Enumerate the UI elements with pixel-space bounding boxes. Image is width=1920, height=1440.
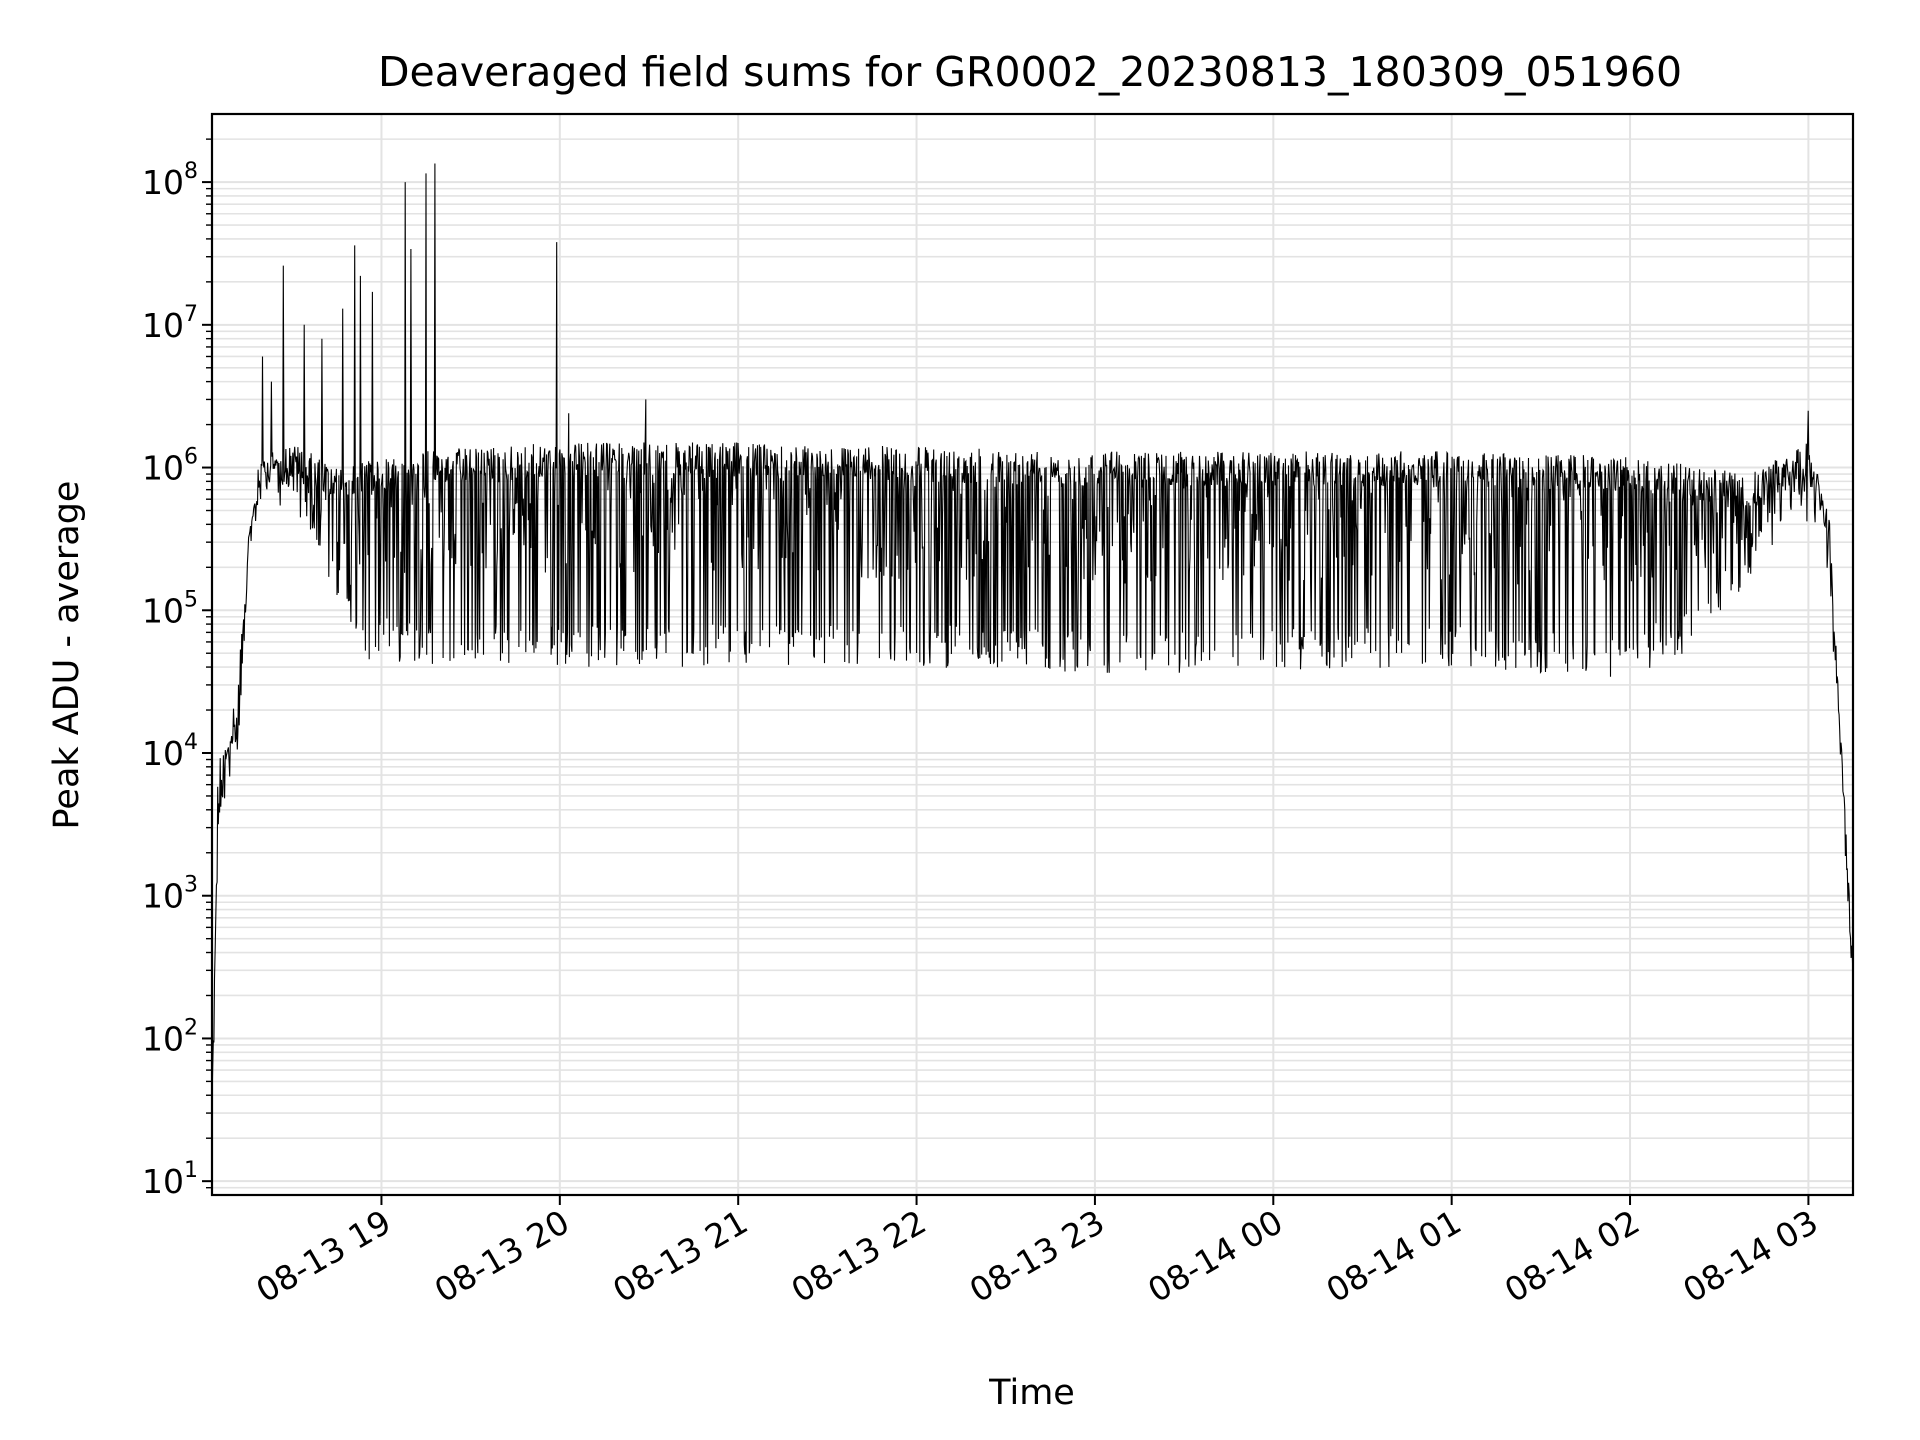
y-tick-label: 108 [142,159,198,202]
x-axis-label: Time [988,1373,1075,1413]
y-tick-exponent: 8 [184,159,198,184]
y-tick-base: 10 [142,1019,184,1058]
y-tick-base: 10 [142,591,184,630]
y-tick-exponent: 1 [184,1158,198,1183]
y-tick-base: 10 [142,1162,184,1201]
y-tick-exponent: 7 [184,302,198,327]
y-tick-base: 10 [142,306,184,345]
y-tick-label: 103 [142,873,198,916]
y-tick-base: 10 [142,449,184,488]
y-tick-label: 106 [142,445,198,488]
y-tick-base: 10 [142,734,184,773]
y-tick-label: 107 [142,302,198,345]
y-tick-label: 105 [142,587,198,630]
series-path [211,163,1854,1104]
y-tick-exponent: 3 [184,873,198,898]
y-tick-base: 10 [142,163,184,202]
y-tick-base: 10 [142,877,184,916]
y-tick-exponent: 2 [184,1015,198,1040]
grid-lines [212,114,1853,1195]
y-tick-exponent: 5 [184,587,198,612]
y-tick-label: 104 [142,730,198,773]
y-tick-exponent: 4 [184,730,198,755]
y-axis-label: Peak ADU - average [47,481,87,830]
y-tick-label: 101 [142,1158,198,1201]
chart-title: Deaveraged field sums for GR0002_2023081… [378,48,1682,96]
y-tick-exponent: 6 [184,445,198,470]
plot-area-frame [210,112,1855,1197]
y-tick-label: 102 [142,1015,198,1058]
series-line [211,163,1854,1104]
